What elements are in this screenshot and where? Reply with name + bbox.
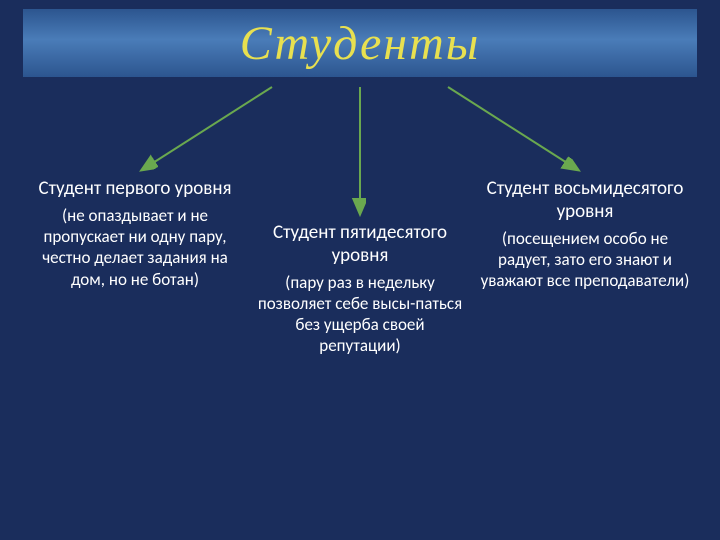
column-3: Студент восьмидесятого уровня (посещение…	[480, 178, 690, 291]
slide-title: Студенты	[240, 16, 480, 71]
column-1: Студент первого уровня (не опаздывает и …	[30, 178, 240, 290]
column-2-desc: (пару раз в недельку позволяет себе высы…	[255, 272, 465, 357]
column-2: Студент пятидесятого уровня (пару раз в …	[255, 222, 465, 357]
column-3-desc: (посещением особо не радует, зато его зн…	[480, 228, 690, 292]
column-1-heading: Студент первого уровня	[30, 178, 240, 201]
column-2-heading: Студент пятидесятого уровня	[255, 222, 465, 268]
column-3-heading: Студент восьмидесятого уровня	[480, 178, 690, 224]
arrow-line-3	[448, 87, 575, 168]
column-1-desc: (не опаздывает и не пропускает ни одну п…	[30, 205, 240, 290]
title-banner: Студенты	[22, 8, 698, 78]
arrow-line-1	[145, 87, 272, 168]
